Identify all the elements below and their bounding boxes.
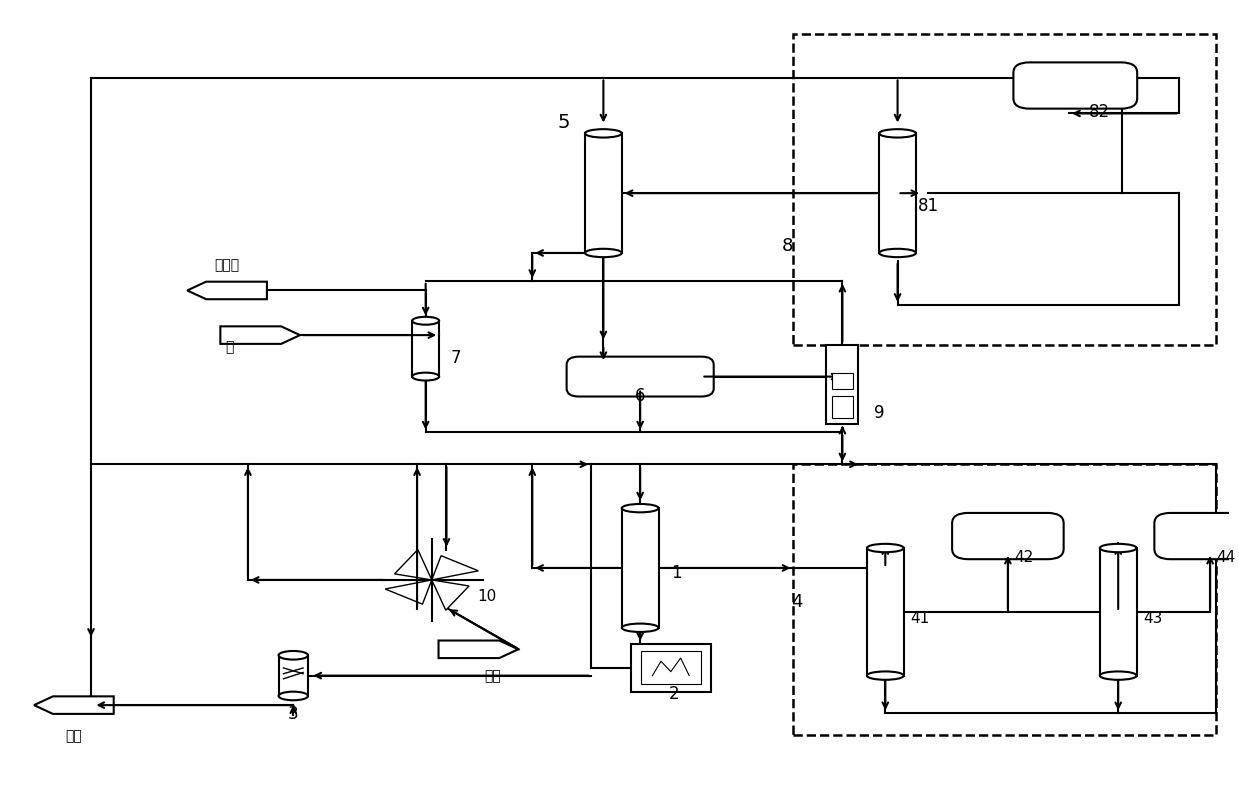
Text: 弛放气: 弛放气 xyxy=(214,257,239,272)
Ellipse shape xyxy=(279,692,309,700)
Ellipse shape xyxy=(585,130,622,139)
Ellipse shape xyxy=(413,318,439,326)
Ellipse shape xyxy=(585,249,622,257)
Bar xyxy=(867,549,903,676)
Bar xyxy=(880,134,916,253)
Text: 42: 42 xyxy=(1015,549,1033,564)
Ellipse shape xyxy=(1100,671,1136,680)
Bar xyxy=(833,374,852,389)
Bar xyxy=(413,322,439,377)
FancyBboxPatch shape xyxy=(952,513,1063,560)
Bar xyxy=(585,134,622,253)
Bar xyxy=(279,655,309,696)
Text: 44: 44 xyxy=(1217,549,1235,564)
Ellipse shape xyxy=(622,504,659,512)
FancyBboxPatch shape xyxy=(1155,513,1239,560)
Text: 2: 2 xyxy=(669,684,680,703)
Bar xyxy=(622,508,659,628)
Text: 7: 7 xyxy=(451,348,462,367)
Bar xyxy=(631,644,711,691)
Text: 3: 3 xyxy=(287,704,299,722)
Bar xyxy=(826,345,859,425)
Ellipse shape xyxy=(279,651,309,660)
Text: 原料: 原料 xyxy=(484,669,502,683)
Text: 81: 81 xyxy=(918,196,939,215)
Bar xyxy=(833,396,852,419)
FancyBboxPatch shape xyxy=(1014,63,1137,110)
Text: 甲醇: 甲醇 xyxy=(66,728,82,743)
Text: 9: 9 xyxy=(873,404,885,422)
Text: 8: 8 xyxy=(782,237,793,255)
Bar xyxy=(793,34,1217,345)
Bar xyxy=(793,464,1217,735)
Polygon shape xyxy=(187,282,266,300)
Polygon shape xyxy=(439,641,518,658)
Text: 水: 水 xyxy=(225,340,234,354)
Ellipse shape xyxy=(880,249,916,257)
Ellipse shape xyxy=(867,545,903,553)
FancyBboxPatch shape xyxy=(566,357,714,397)
Polygon shape xyxy=(221,327,300,344)
Text: 4: 4 xyxy=(792,593,803,610)
Bar xyxy=(1100,549,1136,676)
Text: 41: 41 xyxy=(909,610,929,625)
Polygon shape xyxy=(431,580,470,610)
Ellipse shape xyxy=(1100,545,1136,553)
Polygon shape xyxy=(385,580,431,605)
Text: 6: 6 xyxy=(634,387,646,404)
Text: 1: 1 xyxy=(672,563,683,581)
Bar xyxy=(641,651,701,685)
Ellipse shape xyxy=(413,373,439,381)
Polygon shape xyxy=(431,556,478,580)
Text: 10: 10 xyxy=(477,589,497,604)
Polygon shape xyxy=(33,696,114,714)
Ellipse shape xyxy=(622,624,659,632)
Ellipse shape xyxy=(880,130,916,139)
Text: 43: 43 xyxy=(1142,610,1162,625)
Ellipse shape xyxy=(867,671,903,680)
Text: 82: 82 xyxy=(1089,103,1110,121)
Text: 5: 5 xyxy=(558,113,570,132)
Polygon shape xyxy=(394,550,431,580)
